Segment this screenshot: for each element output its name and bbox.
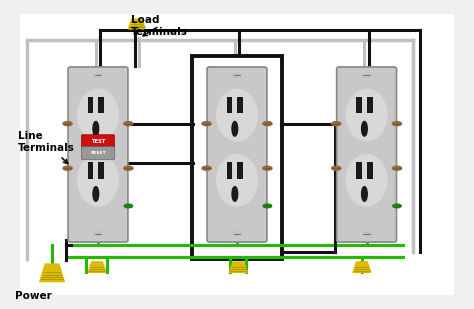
- Bar: [367, 162, 373, 179]
- Ellipse shape: [217, 89, 257, 141]
- Bar: [356, 162, 362, 179]
- Bar: [237, 97, 243, 113]
- FancyBboxPatch shape: [82, 147, 115, 160]
- Bar: [237, 162, 243, 179]
- Ellipse shape: [346, 89, 387, 141]
- FancyBboxPatch shape: [337, 67, 397, 242]
- Ellipse shape: [233, 74, 241, 77]
- Polygon shape: [128, 19, 146, 29]
- Ellipse shape: [346, 154, 387, 206]
- Ellipse shape: [332, 166, 341, 170]
- Bar: [356, 97, 362, 113]
- Polygon shape: [88, 262, 106, 273]
- Ellipse shape: [78, 154, 118, 206]
- Text: Power: Power: [15, 291, 52, 301]
- Ellipse shape: [362, 187, 367, 201]
- Text: Line
Terminals: Line Terminals: [18, 131, 75, 163]
- Bar: [88, 162, 93, 179]
- Ellipse shape: [332, 122, 341, 126]
- Polygon shape: [353, 262, 371, 273]
- Ellipse shape: [202, 166, 211, 170]
- Text: TEST: TEST: [91, 139, 105, 144]
- Ellipse shape: [392, 122, 401, 126]
- Ellipse shape: [232, 121, 237, 136]
- Ellipse shape: [232, 187, 237, 201]
- Text: RESET: RESET: [90, 151, 106, 155]
- Ellipse shape: [78, 89, 118, 141]
- Ellipse shape: [392, 166, 401, 170]
- FancyBboxPatch shape: [192, 56, 282, 259]
- Bar: [98, 97, 104, 113]
- Polygon shape: [40, 264, 64, 281]
- Ellipse shape: [217, 154, 257, 206]
- Ellipse shape: [263, 204, 272, 208]
- Ellipse shape: [263, 166, 272, 170]
- Ellipse shape: [202, 122, 211, 126]
- Bar: [367, 97, 373, 113]
- Ellipse shape: [93, 187, 99, 201]
- Ellipse shape: [124, 166, 133, 170]
- FancyBboxPatch shape: [68, 67, 128, 242]
- Polygon shape: [229, 262, 247, 273]
- Ellipse shape: [362, 232, 371, 235]
- Ellipse shape: [94, 74, 102, 77]
- FancyBboxPatch shape: [82, 135, 115, 148]
- Ellipse shape: [393, 204, 401, 208]
- Ellipse shape: [63, 166, 72, 170]
- Ellipse shape: [93, 121, 99, 136]
- Bar: [88, 97, 93, 113]
- Ellipse shape: [233, 232, 241, 235]
- FancyBboxPatch shape: [207, 67, 267, 242]
- Ellipse shape: [263, 122, 272, 126]
- Bar: [227, 162, 232, 179]
- Ellipse shape: [362, 74, 371, 77]
- Ellipse shape: [63, 122, 72, 126]
- Text: Load
Terminals: Load Terminals: [131, 15, 188, 37]
- Ellipse shape: [94, 232, 102, 235]
- Bar: [98, 162, 104, 179]
- Ellipse shape: [362, 121, 367, 136]
- Ellipse shape: [124, 204, 133, 208]
- Bar: [227, 97, 232, 113]
- Ellipse shape: [124, 122, 133, 126]
